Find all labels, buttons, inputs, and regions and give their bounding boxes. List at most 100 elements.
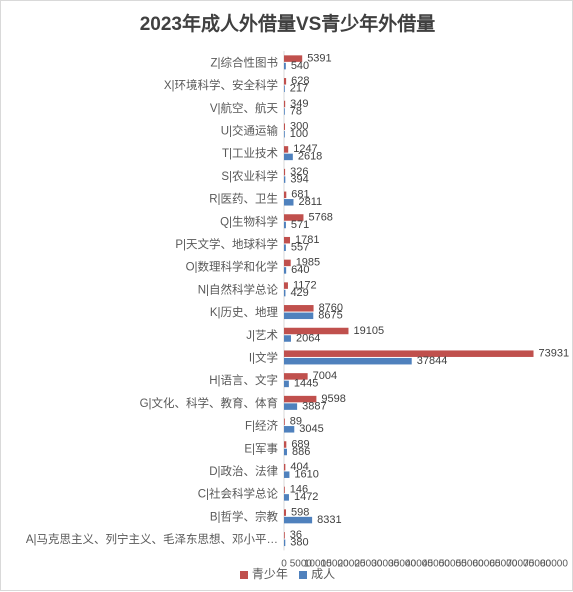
bar-teen: [284, 441, 287, 448]
bar-adult: [284, 289, 286, 297]
category-label: R|医药、卫生: [209, 192, 278, 206]
x-tick-label: 15000: [321, 558, 349, 569]
bar-adult: [284, 335, 291, 342]
data-label-adult: 1445: [294, 378, 318, 390]
data-label-teen: 5768: [308, 211, 332, 223]
bar-teen: [284, 123, 286, 130]
legend-item-adult: 成人: [299, 565, 335, 582]
data-label-adult: 380: [290, 537, 308, 549]
legend-swatch-adult: [299, 570, 308, 579]
data-label-teen: 89: [290, 416, 302, 428]
category-label: K|历史、地理: [210, 306, 279, 319]
bar-teen: [284, 463, 286, 471]
bar-adult: [284, 221, 286, 229]
data-label-adult: 2811: [298, 196, 322, 208]
data-label-teen: 1985: [296, 257, 320, 269]
data-label-teen: 300: [290, 120, 308, 132]
data-label-teen: 628: [291, 75, 309, 87]
x-tick-label: 30000: [371, 558, 399, 569]
category-label: X|环境科学、安全科学: [164, 78, 278, 92]
bar-teen: [284, 78, 287, 85]
bar-teen: [284, 55, 303, 62]
bar-teen: [284, 282, 288, 289]
bar-adult: [284, 357, 412, 365]
data-label-teen: 1247: [293, 143, 317, 155]
data-label-teen: 326: [290, 166, 308, 178]
x-tick-label: 0: [281, 558, 287, 569]
bar-adult: [284, 199, 294, 206]
bar-adult: [284, 108, 285, 115]
x-tick-label: 80000: [540, 558, 568, 569]
category-label: J|艺术: [246, 329, 278, 342]
category-label: U|交通运输: [221, 123, 279, 137]
x-tick-label: 50000: [439, 558, 467, 569]
bar-teen: [284, 418, 285, 426]
bar-teen: [284, 350, 534, 357]
chart-title: 2023年成人外借量VS青少年外借量: [139, 14, 436, 35]
data-label-teen: 681: [291, 189, 309, 201]
data-label-adult: 394: [290, 173, 308, 185]
category-label: S|农业科学: [221, 169, 278, 183]
bar-teen: [284, 168, 286, 176]
legend-swatch-teen: [239, 570, 248, 579]
x-tick-label: 70000: [506, 558, 534, 569]
bar-adult: [284, 494, 289, 501]
bar-adult: [284, 244, 286, 251]
bar-teen: [284, 236, 291, 244]
bar-adult: [284, 403, 298, 410]
x-tick-label: 75000: [523, 558, 551, 569]
x-tick-label: 5000: [290, 558, 313, 569]
legend-label-teen: 青少年: [251, 567, 288, 581]
data-label-teen: 19105: [353, 325, 384, 337]
x-tick-label: 20000: [338, 558, 366, 569]
bar-teen: [284, 146, 289, 153]
data-label-adult: 571: [291, 219, 309, 231]
bar-teen: [284, 509, 287, 516]
category-label: A|马克思主义、列宁主义、毛泽东思想、邓小平…: [26, 532, 278, 546]
data-label-adult: 217: [290, 83, 308, 95]
category-label: N|自然科学总论: [198, 282, 279, 296]
x-tick-label: 45000: [422, 558, 450, 569]
data-label-teen: 349: [290, 98, 308, 110]
data-label-adult: 886: [292, 446, 310, 458]
bar-teen: [284, 191, 287, 199]
bar-adult: [284, 176, 286, 183]
bar-adult: [284, 471, 290, 478]
bar-teen: [284, 373, 308, 380]
x-tick-label: 40000: [405, 558, 433, 569]
data-label-teen: 8760: [319, 302, 343, 314]
data-label-adult: 2618: [298, 151, 322, 163]
data-label-adult: 8675: [318, 310, 342, 322]
data-label-adult: 640: [291, 264, 309, 276]
bar-teen: [284, 259, 291, 267]
legend: 青少年 成人: [1, 565, 573, 582]
bar-adult: [284, 85, 285, 93]
bar-adult: [284, 426, 295, 433]
category-label: P|天文学、地球科学: [175, 237, 278, 251]
category-label: Z|综合性图书: [210, 55, 278, 69]
bar-adult: [284, 130, 285, 138]
x-tick-label: 35000: [388, 558, 416, 569]
legend-item-teen: 青少年: [239, 565, 288, 582]
category-label: G|文化、科学、教育、体育: [140, 396, 278, 410]
data-label-adult: 557: [291, 241, 309, 253]
bar-teen: [284, 486, 285, 494]
bar-teen: [284, 214, 304, 221]
bar-teen: [284, 305, 314, 312]
data-label-adult: 1610: [294, 468, 318, 480]
x-tick-label: 10000: [304, 558, 332, 569]
data-label-teen: 73931: [539, 347, 570, 359]
bar-teen: [284, 395, 317, 403]
x-tick-label: 65000: [489, 558, 517, 569]
data-label-teen: 7004: [313, 370, 337, 382]
bar-adult: [284, 516, 313, 524]
data-label-adult: 429: [290, 287, 308, 299]
data-label-adult: 8331: [317, 514, 341, 526]
category-label: H|语言、文字: [209, 373, 278, 387]
data-label-adult: 3887: [302, 400, 326, 412]
data-label-adult: 3045: [299, 423, 323, 435]
data-label-adult: 2064: [296, 332, 320, 344]
bar-teen: [284, 327, 349, 335]
